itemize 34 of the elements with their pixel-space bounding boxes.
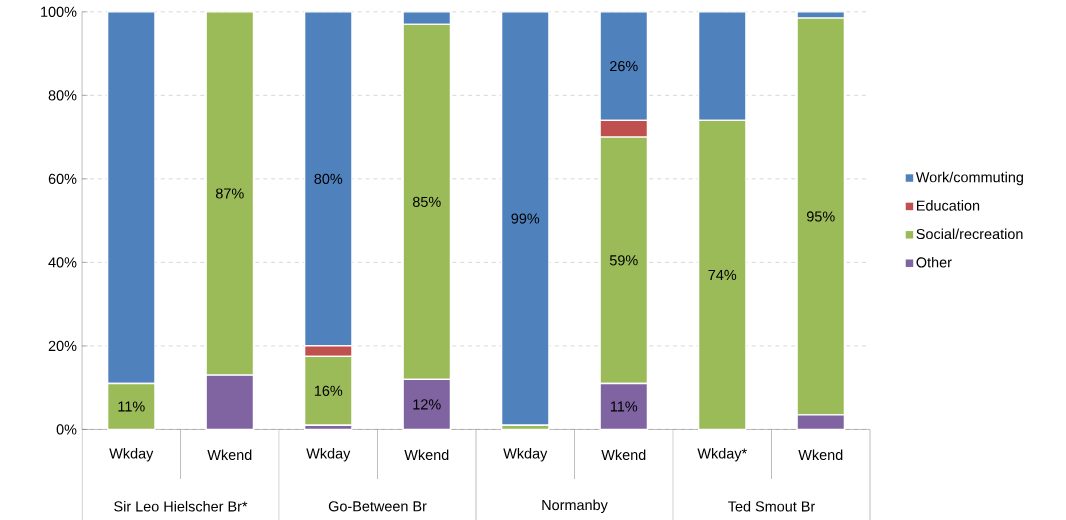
text: Sir Leo Hielscher Br* (114, 500, 248, 512)
data-label: 12% (413, 399, 441, 410)
data-label: 16% (314, 385, 343, 396)
legend-label: Social/recreation (916, 228, 1023, 240)
y-tick-label: 100% (41, 6, 77, 17)
x-tick-label: Wkday (109, 447, 154, 462)
y-tick-label: 80% (48, 90, 77, 101)
x-tick-label: Wkend (404, 449, 449, 460)
legend-label: Work/commuting (915, 171, 1023, 186)
legend-label: Other (916, 256, 952, 268)
y-tick-label: 40% (48, 257, 77, 268)
x-tick-label: Wkend (798, 449, 843, 460)
data-label: 87% (215, 188, 244, 199)
data-label: 11% (610, 401, 638, 412)
data-label: 99% (511, 213, 540, 224)
data-label: 95% (806, 211, 835, 222)
legend-label: Education (917, 200, 980, 211)
data-label: 26% (610, 60, 638, 72)
data-label: 80% (314, 173, 343, 184)
data-label: 59% (609, 255, 638, 266)
x-tick-label: Wkday (503, 447, 548, 462)
text: Ted Smout Br (728, 500, 816, 512)
y-tick-label: 0% (56, 424, 77, 435)
x-tick-label: Wkend (601, 449, 646, 460)
text: Normanby (542, 499, 608, 513)
data-label: 85% (412, 196, 441, 207)
data-label: 11% (118, 401, 145, 412)
y-tick-label: 20% (48, 340, 77, 352)
x-tick-label: Wkend (207, 449, 252, 460)
x-tick-label: Wkday* (697, 447, 747, 462)
y-tick-label: 60% (48, 173, 77, 184)
text: Go-Between Br (328, 501, 427, 512)
x-tick-label: Wkday (306, 447, 351, 462)
data-label: 74% (708, 269, 737, 280)
